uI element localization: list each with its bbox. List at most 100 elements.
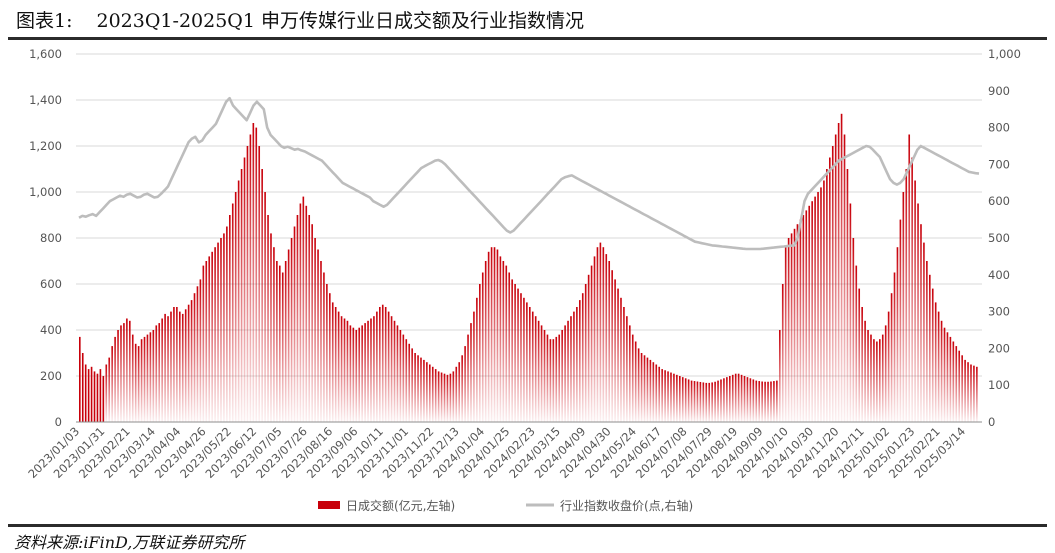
bar: [737, 373, 740, 422]
y-left-tick-label: 1,400: [29, 93, 62, 107]
bar: [402, 334, 405, 422]
bar: [164, 313, 166, 422]
bar: [655, 364, 658, 422]
bar: [540, 325, 543, 422]
bar: [596, 247, 599, 422]
bar: [573, 311, 575, 422]
bar: [534, 316, 537, 422]
bar: [331, 302, 334, 422]
bar: [493, 247, 496, 422]
bar: [605, 254, 608, 422]
bar: [561, 330, 563, 422]
bar: [852, 238, 855, 422]
bar: [637, 348, 640, 422]
bar: [437, 371, 440, 422]
bar: [829, 157, 831, 422]
bar: [134, 343, 137, 422]
bar: [793, 228, 796, 422]
bar: [243, 157, 246, 422]
bar: [964, 359, 966, 422]
bar: [90, 366, 93, 422]
bar: [846, 169, 849, 422]
y-left-tick-label: 0: [55, 415, 62, 429]
bar: [217, 242, 219, 422]
bar: [252, 123, 255, 422]
bar: [884, 325, 887, 422]
bar: [329, 293, 331, 422]
bar: [711, 382, 713, 422]
bar: [640, 353, 643, 422]
bar: [920, 224, 922, 422]
legend-bar-label: 日成交额(亿元,左轴): [346, 498, 455, 513]
bar: [349, 325, 352, 422]
bar: [729, 376, 731, 422]
bar: [761, 381, 763, 422]
bar: [508, 272, 511, 422]
bar: [955, 346, 958, 422]
title-text: 2023Q1-2025Q1 申万传媒行业日成交额及行业指数情况: [96, 10, 585, 32]
bar: [255, 127, 258, 422]
y-left-tick-label: 1,000: [29, 185, 62, 199]
bar: [411, 348, 413, 422]
bar: [826, 169, 828, 422]
bar: [970, 364, 972, 422]
bar: [240, 169, 243, 422]
bar: [87, 369, 90, 422]
bar: [702, 382, 705, 422]
y-right-tick-label: 200: [988, 341, 1010, 355]
bar: [270, 233, 272, 422]
bar: [140, 339, 143, 422]
bar: [246, 146, 249, 422]
index-line: [78, 96, 980, 251]
bar: [220, 238, 222, 422]
y-right-tick-label: 800: [988, 121, 1010, 135]
bar: [93, 371, 96, 422]
bar: [776, 380, 778, 422]
bar: [896, 247, 899, 422]
bar: [587, 274, 590, 422]
bar: [599, 242, 602, 422]
bar: [396, 325, 399, 422]
bar: [787, 238, 790, 422]
bar: [305, 205, 308, 422]
bar: [743, 376, 746, 422]
bar: [611, 270, 613, 422]
bar: [673, 373, 675, 422]
bar: [490, 247, 493, 422]
bar: [570, 316, 572, 422]
bar: [223, 233, 225, 422]
bar: [146, 334, 149, 422]
bar: [293, 226, 296, 422]
bar: [152, 330, 155, 422]
bar: [790, 233, 793, 422]
bar: [684, 378, 687, 422]
source-rule: [8, 524, 1047, 527]
bar: [523, 297, 525, 422]
bar: [214, 247, 216, 422]
bar: [899, 219, 902, 422]
bar: [376, 311, 378, 422]
bar: [434, 369, 437, 422]
bar: [667, 371, 669, 422]
bar: [414, 353, 416, 422]
bar: [387, 311, 390, 422]
bar: [902, 192, 905, 422]
bar: [384, 307, 387, 422]
bar: [849, 203, 852, 422]
bar: [717, 380, 719, 422]
y-left-tick-label: 1,600: [29, 47, 62, 61]
bar: [614, 279, 616, 422]
bar: [426, 362, 428, 422]
bar: [808, 205, 811, 422]
bar: [158, 323, 161, 422]
bar: [805, 210, 808, 422]
bar: [479, 284, 481, 422]
bar: [779, 330, 781, 422]
bar: [714, 381, 716, 422]
bar: [814, 196, 816, 422]
bar: [287, 249, 290, 422]
bar: [467, 334, 469, 422]
bar: [914, 180, 916, 422]
bar: [720, 379, 722, 422]
bar: [517, 288, 519, 422]
